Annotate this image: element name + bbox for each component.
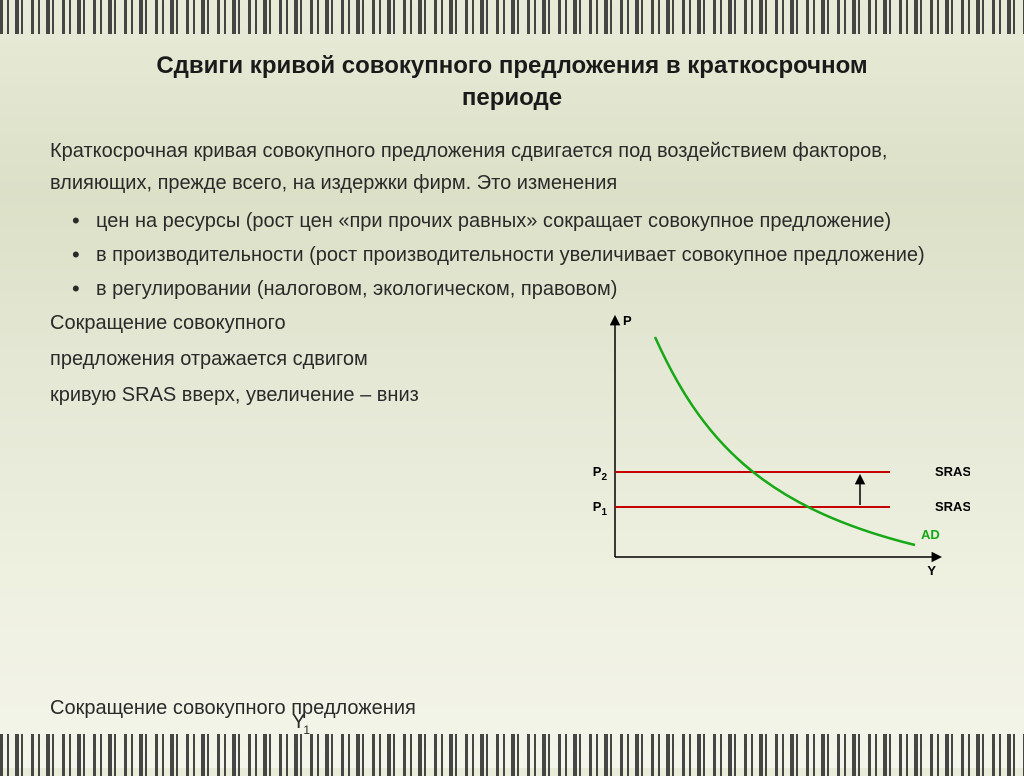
bullet-item: в производительности (рост производитель… [78,239,970,271]
footer-text: Сокращение совокупного предложения [50,697,416,719]
bullet-item: в регулировании (налоговом, экологическо… [78,273,970,305]
svg-text:SRAS1: SRAS1 [935,499,970,518]
slide-body: Краткосрочная кривая совокупного предлож… [50,135,970,577]
chart-svg: P Y SRAS1 SRAS2 P1 P2 AD [560,307,970,577]
intro-paragraph: Краткосрочная кривая совокупного предлож… [50,135,970,199]
svg-text:P1: P1 [593,499,608,518]
footer-caption: Сокращение совокупного предложения Y1 [50,697,416,720]
svg-text:Y: Y [927,563,936,577]
lower-line: кривую SRAS вверх, увеличение – вниз [50,379,550,411]
bullet-item: цен на ресурсы (рост цен «при прочих рав… [78,205,970,237]
bullet-list: цен на ресурсы (рост цен «при прочих рав… [78,205,970,305]
svg-text:P: P [623,313,632,328]
lower-line: предложения отражается сдвигом [50,343,550,375]
svg-text:AD: AD [921,527,940,542]
svg-text:P2: P2 [593,464,608,483]
footer-y-symbol: Y1 [292,711,312,734]
svg-text:SRAS2: SRAS2 [935,464,970,483]
lower-line: Сокращение совокупного [50,307,550,339]
slide-title: Сдвиги кривой совокупного предложения в … [130,50,894,115]
lower-text-block: Сокращение совокупного предложения отраж… [50,307,550,415]
sras-shift-chart: P Y SRAS1 SRAS2 P1 P2 AD [560,307,970,577]
